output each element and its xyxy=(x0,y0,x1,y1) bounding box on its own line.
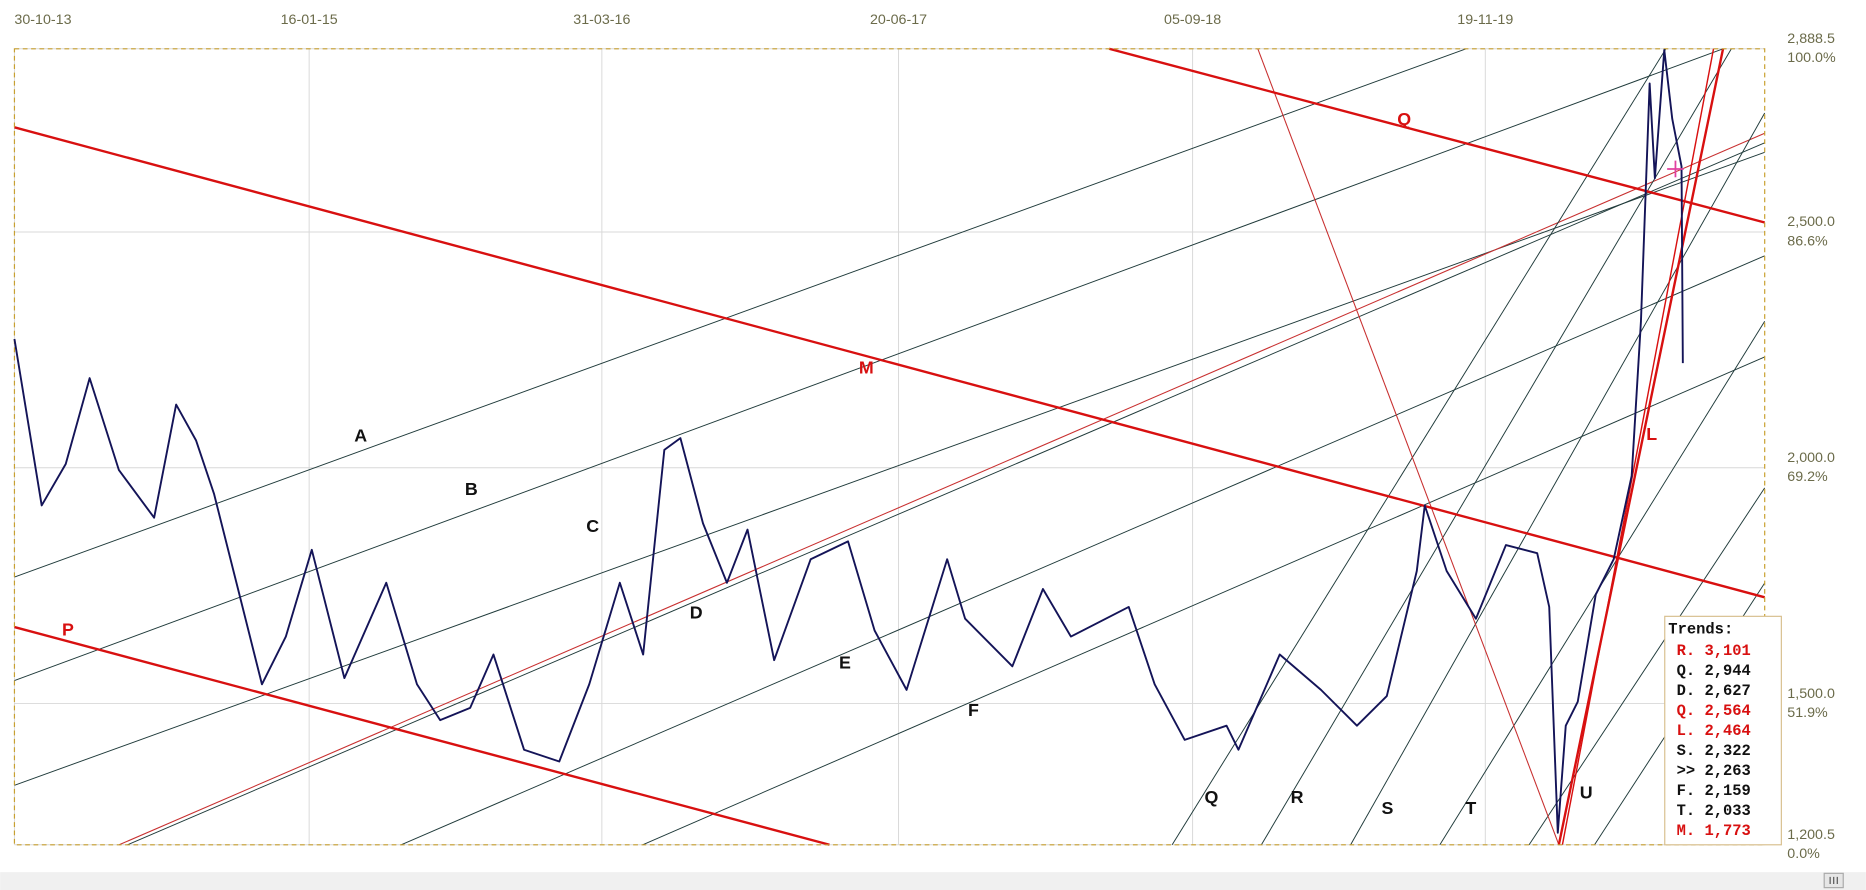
annotation: U xyxy=(1580,782,1593,802)
trend-line-p xyxy=(14,625,830,846)
y-pct-label: 51.9% xyxy=(1787,705,1828,721)
y-tick-label: 1,500.0 xyxy=(1787,686,1835,702)
scrollbar-track xyxy=(0,872,1866,890)
annotation: L xyxy=(1646,424,1657,444)
cross-marker xyxy=(1667,160,1684,178)
annotation: B xyxy=(465,479,478,499)
x-tick-label: 30-10-13 xyxy=(14,12,71,28)
trend-item: L. 2,464 xyxy=(1677,722,1751,740)
trend-item: Q. 2,564 xyxy=(1677,702,1751,720)
x-tick-label: 19-11-19 xyxy=(1457,12,1513,28)
trend-item: M. 1,773 xyxy=(1677,822,1751,840)
y-tick-label: 2,000.0 xyxy=(1787,450,1835,466)
scrollbar xyxy=(0,872,1866,890)
trend-line xyxy=(14,48,1724,682)
y-pct-label: 86.6% xyxy=(1787,233,1828,249)
price-line xyxy=(13,49,1684,834)
grid xyxy=(13,48,1765,846)
trend-line xyxy=(1350,112,1766,846)
annotation: F xyxy=(968,700,979,720)
trend-line xyxy=(1260,48,1732,846)
trends-panel-box xyxy=(1664,615,1782,846)
trend-line-l xyxy=(1557,48,1725,846)
trend-lines xyxy=(14,47,1766,846)
annotation: S xyxy=(1382,798,1394,818)
x-tick-label: 16-01-15 xyxy=(281,12,338,28)
y-pct-label: 69.2% xyxy=(1787,469,1828,485)
x-tick-label: 31-03-16 xyxy=(573,12,630,28)
trend-item: F. 2,159 xyxy=(1677,782,1751,800)
annotation: D xyxy=(690,603,703,623)
trend-line-q xyxy=(1108,47,1766,224)
trend-item: S. 2,322 xyxy=(1677,742,1751,760)
annotation: A xyxy=(354,425,367,445)
annotation: E xyxy=(839,653,851,673)
series xyxy=(13,49,1684,834)
trend-item: R. 3,101 xyxy=(1677,642,1751,660)
scrollbar-grip xyxy=(1829,876,1838,885)
trend-line xyxy=(1257,48,1560,845)
annotation: T xyxy=(1465,798,1476,818)
trend-line xyxy=(400,255,1765,846)
trend-line xyxy=(14,151,1765,786)
trend-line xyxy=(642,356,1765,846)
annotation: C xyxy=(586,516,599,536)
trend-line-m xyxy=(14,126,1766,599)
trend-line xyxy=(14,48,1467,578)
trend-item: Q. 2,944 xyxy=(1677,662,1751,680)
trend-item: >> 2,263 xyxy=(1677,762,1751,780)
trend-line xyxy=(1561,48,1715,845)
y-tick-label: 2,888.5 xyxy=(1787,31,1835,47)
annotation: M xyxy=(859,358,874,378)
trends-title: Trends: xyxy=(1668,621,1733,639)
trend-line xyxy=(118,132,1765,846)
y-pct-label: 100.0% xyxy=(1787,50,1836,66)
trend-line xyxy=(1528,487,1766,846)
x-tick-label: 05-09-18 xyxy=(1164,12,1221,28)
y-tick-label: 1,200.5 xyxy=(1787,827,1835,843)
annotations: A B C D E F M P Q L Q R S T U xyxy=(62,109,1657,818)
plot-frame xyxy=(13,48,1766,846)
trend-item: D. 2,627 xyxy=(1677,682,1751,700)
trend-item: T. 2,033 xyxy=(1677,802,1751,820)
trends-panel: Trends: R. 3,101 Q. 2,944 D. 2,627 Q. 2,564… xyxy=(1664,615,1782,846)
y-tick-label: 2,500.0 xyxy=(1787,214,1835,230)
y-pct-label: 0.0% xyxy=(1787,846,1820,862)
annotation: P xyxy=(62,619,74,639)
annotation: R xyxy=(1291,787,1304,807)
annotation: Q xyxy=(1204,787,1218,807)
annotation: Q xyxy=(1397,109,1411,129)
trend-line xyxy=(1171,48,1667,846)
trend-line xyxy=(127,142,1765,846)
x-tick-label: 20-06-17 xyxy=(870,12,927,28)
